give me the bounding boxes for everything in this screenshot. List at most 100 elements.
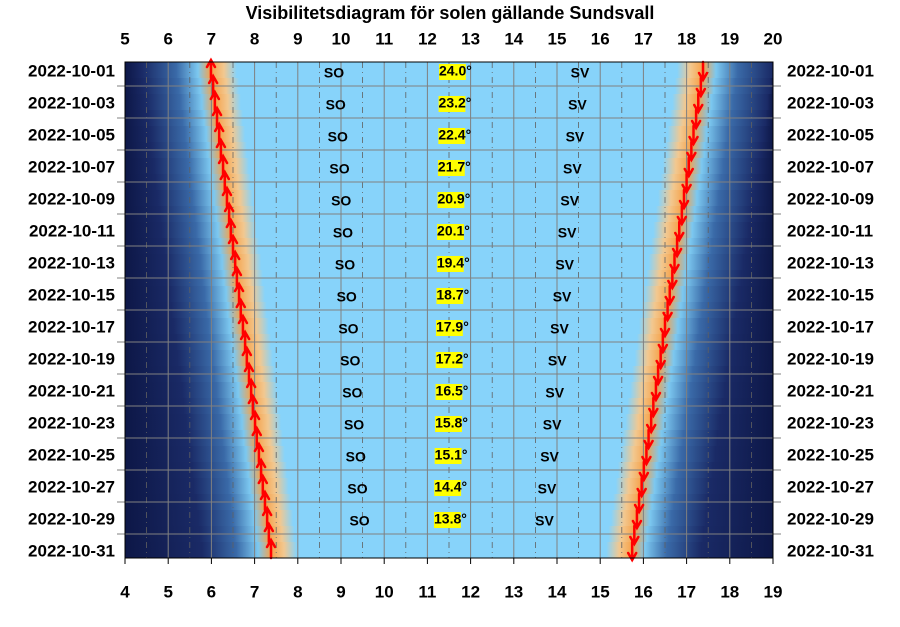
sunrise-arrow xyxy=(205,57,217,80)
elevation-highlight xyxy=(436,256,464,272)
x-top-tick-label: 9 xyxy=(293,29,302,48)
direction-label: SO xyxy=(349,513,369,529)
sunset-arrow xyxy=(690,108,702,131)
elevation-highlight xyxy=(438,128,466,144)
sunset-arrow xyxy=(648,396,659,419)
date-label-right: 2022-10-19 xyxy=(787,349,874,368)
date-label-left: 2022-10-11 xyxy=(29,221,115,240)
direction-label: SO xyxy=(344,417,364,433)
x-bottom-tick-label: 18 xyxy=(720,582,739,601)
sunset-arrow xyxy=(650,380,662,403)
sunset-arrow xyxy=(693,92,704,115)
elevation-highlight xyxy=(435,416,462,432)
sunrise-arrow xyxy=(251,425,263,448)
sunset-arrow xyxy=(681,172,692,195)
sunset-arrow xyxy=(636,476,647,499)
elevation-highlight xyxy=(434,480,462,496)
elevation-highlight xyxy=(437,192,465,208)
direction-label: SO xyxy=(337,289,357,305)
x-top-tick-label: 15 xyxy=(548,29,567,48)
elevation-label: 16.5° xyxy=(436,383,469,399)
sunset-arrow xyxy=(676,204,688,227)
date-label-left: 2022-10-01 xyxy=(28,61,115,80)
elevation-label: 21.7° xyxy=(438,159,471,175)
elevation-label: 20.1° xyxy=(437,223,470,239)
sunrise-arrow xyxy=(223,201,235,224)
sunset-arrow xyxy=(633,492,645,515)
direction-label: SV xyxy=(568,97,587,113)
x-top-tick-label: 12 xyxy=(418,29,437,48)
sunrise-arrow xyxy=(207,73,219,96)
date-label-right: 2022-10-13 xyxy=(787,253,874,272)
date-label-left: 2022-10-29 xyxy=(28,509,115,528)
sunset-arrow xyxy=(664,284,676,307)
sunset-arrow xyxy=(671,236,683,259)
sunrise-arrow xyxy=(217,153,229,176)
x-bottom-tick-label: 17 xyxy=(677,582,696,601)
date-label-right: 2022-10-29 xyxy=(787,509,874,528)
x-top-tick-label: 16 xyxy=(591,29,610,48)
elevation-label: 22.4° xyxy=(438,127,471,143)
elevation-label: 14.4° xyxy=(434,479,467,495)
sunrise-arrow xyxy=(213,121,225,144)
elevation-highlight xyxy=(438,64,466,80)
direction-label: SO xyxy=(324,65,344,81)
date-label-right: 2022-10-17 xyxy=(787,317,874,336)
date-label-left: 2022-10-31 xyxy=(28,541,115,560)
sunrise-arrow xyxy=(241,345,253,368)
sunrise-arrow xyxy=(231,265,243,288)
direction-label: SV xyxy=(558,225,577,241)
direction-label: SV xyxy=(553,289,572,305)
direction-label: SV xyxy=(560,193,579,209)
elevation-label: 17.2° xyxy=(436,351,469,367)
date-label-right: 2022-10-05 xyxy=(787,125,874,144)
sunset-arrow xyxy=(667,268,678,291)
sunset-arrow xyxy=(662,300,673,323)
x-bottom-tick-label: 9 xyxy=(336,582,345,601)
sunset-arrow xyxy=(688,124,699,147)
x-top-tick-label: 20 xyxy=(764,29,783,48)
sunset-arrow xyxy=(641,444,652,467)
direction-label: SV xyxy=(563,161,582,177)
sunrise-arrow xyxy=(235,297,247,320)
row-background xyxy=(125,542,773,559)
direction-label: SV xyxy=(555,257,574,273)
sunrise-arrow xyxy=(211,105,223,128)
date-label-left: 2022-10-27 xyxy=(28,477,115,496)
date-label-right: 2022-10-11 xyxy=(787,221,873,240)
date-label-left: 2022-10-13 xyxy=(28,253,115,272)
direction-label: SO xyxy=(333,225,353,241)
direction-label: SV xyxy=(548,353,567,369)
date-label-right: 2022-10-07 xyxy=(787,157,874,176)
direction-label: SO xyxy=(347,481,367,497)
sunrise-arrow xyxy=(261,505,273,528)
sunset-arrow xyxy=(669,252,680,275)
direction-label: SV xyxy=(566,129,585,145)
x-top-tick-label: 7 xyxy=(207,29,216,48)
date-label-right: 2022-10-09 xyxy=(787,189,874,208)
direction-label: SV xyxy=(543,417,562,433)
date-label-left: 2022-10-15 xyxy=(28,285,115,304)
x-top-tick-label: 6 xyxy=(163,29,172,48)
x-bottom-tick-label: 16 xyxy=(634,582,653,601)
plot-frame xyxy=(124,61,774,559)
x-top-tick-label: 5 xyxy=(120,29,129,48)
x-top-tick-label: 11 xyxy=(375,29,393,48)
sunrise-arrow xyxy=(257,473,269,496)
sunset-arrow xyxy=(695,76,707,99)
date-label-left: 2022-10-19 xyxy=(28,349,115,368)
x-top-tick-label: 13 xyxy=(461,29,480,48)
date-label-right: 2022-10-27 xyxy=(787,477,874,496)
elevation-label: 18.7° xyxy=(436,287,469,303)
date-label-left: 2022-10-17 xyxy=(28,317,115,336)
sunrise-arrow xyxy=(225,217,237,240)
sunset-arrow xyxy=(674,220,685,243)
sunset-arrow xyxy=(659,316,671,339)
x-top-tick-label: 10 xyxy=(332,29,351,48)
elevation-highlight xyxy=(434,512,461,528)
sunrise-arrow xyxy=(229,249,241,272)
date-label-left: 2022-10-05 xyxy=(28,125,115,144)
sunrise-arrow xyxy=(265,537,277,560)
sunset-arrow xyxy=(697,60,709,83)
